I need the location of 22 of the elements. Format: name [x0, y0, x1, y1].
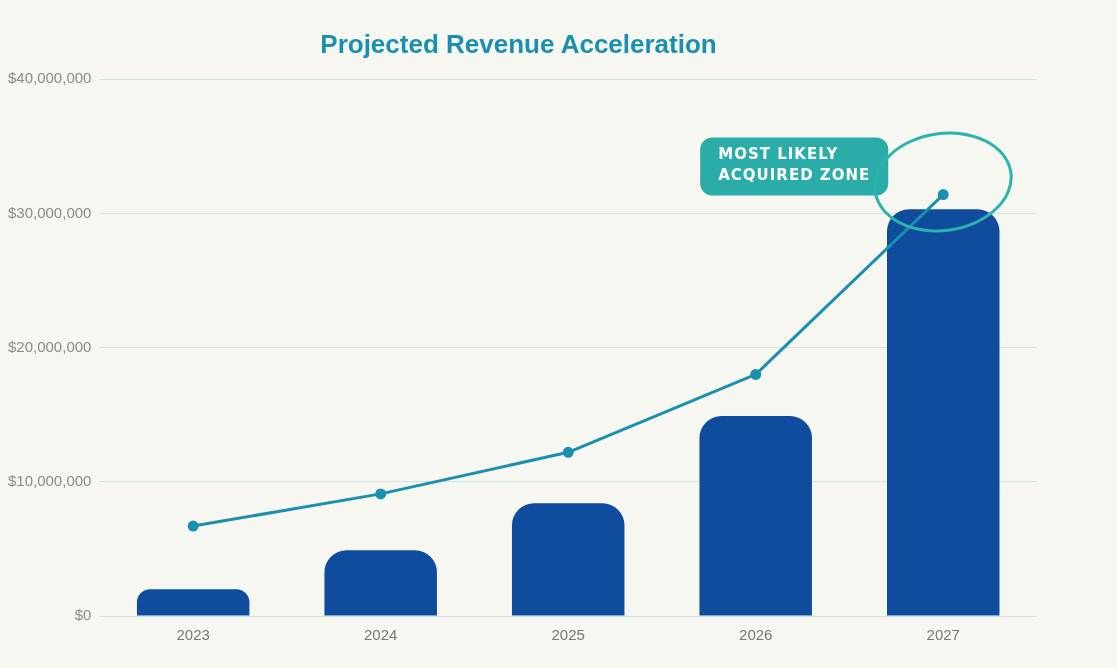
- point: [187, 520, 199, 532]
- y-tick-label: $30,000,000: [7, 203, 92, 221]
- bar: [324, 550, 437, 616]
- annotation: MOST LIKELY ACQUIRED ZONE: [718, 145, 871, 185]
- bar: [699, 416, 812, 616]
- point: [750, 368, 762, 380]
- x-tick-label: 2025: [551, 626, 585, 644]
- x-tick-label: 2027: [926, 626, 960, 644]
- bar: [136, 589, 250, 616]
- point: [562, 446, 574, 458]
- x-tick-label: 2023: [176, 626, 210, 644]
- bar: [886, 209, 1000, 616]
- x-tick-label: 2026: [739, 626, 773, 644]
- x-tick-label: 2024: [364, 626, 398, 644]
- point: [375, 488, 387, 500]
- y-tick-label: $20,000,000: [7, 337, 92, 355]
- chart-title: Projected Revenue Acceleration: [320, 28, 717, 59]
- y-tick-label: $40,000,000: [7, 69, 92, 87]
- point: [937, 189, 949, 201]
- bar: [511, 503, 625, 616]
- y-tick-label: $10,000,000: [7, 471, 92, 489]
- y-tick-label: $0: [74, 606, 92, 624]
